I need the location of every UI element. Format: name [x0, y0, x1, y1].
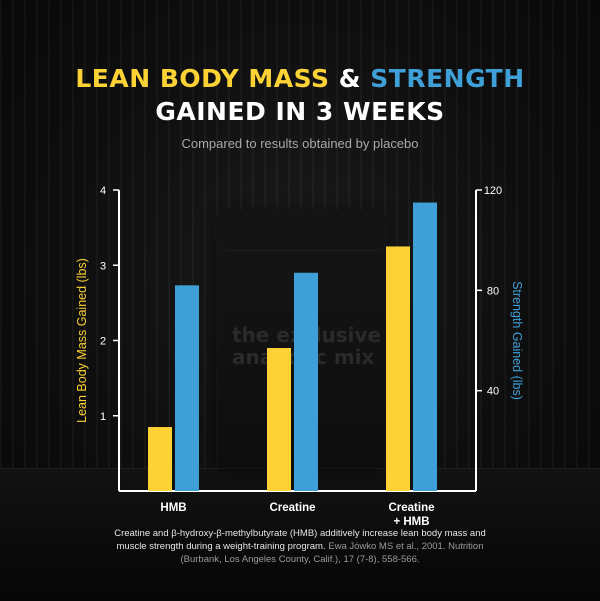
bar-lean-mass — [386, 246, 410, 491]
title-lean-body-mass: LEAN BODY MASS — [75, 64, 330, 93]
right-y-tick-label: 80 — [487, 285, 499, 297]
chart-subtitle: Compared to results obtained by placebo — [181, 136, 419, 151]
left-y-tick-label: 3 — [100, 260, 106, 272]
bar-strength — [175, 285, 199, 491]
bar-strength — [294, 272, 318, 491]
x-category-label: + HMB — [393, 516, 429, 528]
chart-title-line2: GAINED IN 3 WEEKS — [155, 97, 445, 126]
footnote: Creatine and β-hydroxy-β-methylbutyrate … — [110, 527, 490, 566]
x-category-label: Creatine — [388, 502, 434, 514]
bar-strength — [413, 202, 437, 491]
bar-lean-mass — [148, 427, 172, 491]
left-y-axis-title: Lean Body Mass Gained (lbs) — [75, 258, 89, 423]
right-y-axis-title: Strength Gained (lbs) — [510, 281, 524, 400]
x-category-label: Creatine — [269, 502, 315, 514]
bar-lean-mass — [267, 348, 291, 491]
left-y-tick-label: 4 — [100, 185, 106, 197]
right-y-tick-label: 40 — [487, 386, 499, 398]
left-y-tick-label: 2 — [100, 336, 106, 348]
chart-title-line1: LEAN BODY MASS & STRENGTH — [0, 64, 600, 93]
x-category-label: HMB — [160, 502, 186, 514]
right-y-tick-label: 120 — [484, 185, 502, 197]
product-lid — [214, 210, 388, 251]
footnote-citation: Ewa Jówko MS et al., 2001. Nutrition (Bu… — [180, 541, 484, 565]
title-ampersand: & — [338, 64, 362, 93]
footnote-text: Creatine and β-hydroxy-β-methylbutyrate … — [114, 528, 486, 552]
left-y-tick-label: 1 — [100, 411, 106, 423]
title-strength: STRENGTH — [370, 64, 525, 93]
